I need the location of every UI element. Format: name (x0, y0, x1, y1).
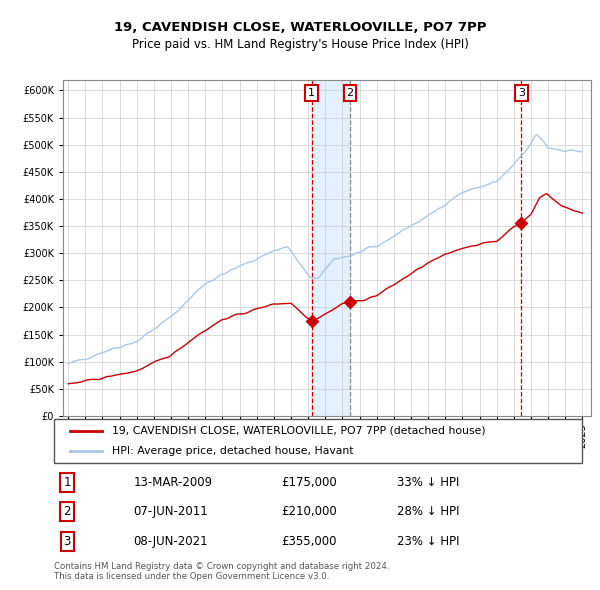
Text: 19, CAVENDISH CLOSE, WATERLOOVILLE, PO7 7PP: 19, CAVENDISH CLOSE, WATERLOOVILLE, PO7 … (114, 21, 486, 34)
Text: 33% ↓ HPI: 33% ↓ HPI (397, 476, 460, 489)
Text: 28% ↓ HPI: 28% ↓ HPI (397, 505, 460, 519)
Text: £210,000: £210,000 (281, 505, 337, 519)
Text: 13-MAR-2009: 13-MAR-2009 (133, 476, 212, 489)
Bar (311, 80, 350, 416)
Text: 1: 1 (64, 476, 71, 489)
Text: £355,000: £355,000 (281, 535, 337, 548)
Text: Contains HM Land Registry data © Crown copyright and database right 2024.
This d: Contains HM Land Registry data © Crown c… (54, 562, 389, 581)
Text: Price paid vs. HM Land Registry's House Price Index (HPI): Price paid vs. HM Land Registry's House … (131, 38, 469, 51)
Text: 07-JUN-2011: 07-JUN-2011 (133, 505, 208, 519)
Text: 08-JUN-2021: 08-JUN-2021 (133, 535, 208, 548)
Text: 3: 3 (518, 88, 525, 98)
Text: 3: 3 (64, 535, 71, 548)
Text: 2: 2 (346, 88, 353, 98)
FancyBboxPatch shape (54, 419, 582, 463)
Text: 1: 1 (308, 88, 315, 98)
Text: 2: 2 (64, 505, 71, 519)
Text: £175,000: £175,000 (281, 476, 337, 489)
Text: 19, CAVENDISH CLOSE, WATERLOOVILLE, PO7 7PP (detached house): 19, CAVENDISH CLOSE, WATERLOOVILLE, PO7 … (112, 426, 486, 436)
Text: HPI: Average price, detached house, Havant: HPI: Average price, detached house, Hava… (112, 446, 353, 456)
Text: 23% ↓ HPI: 23% ↓ HPI (397, 535, 460, 548)
